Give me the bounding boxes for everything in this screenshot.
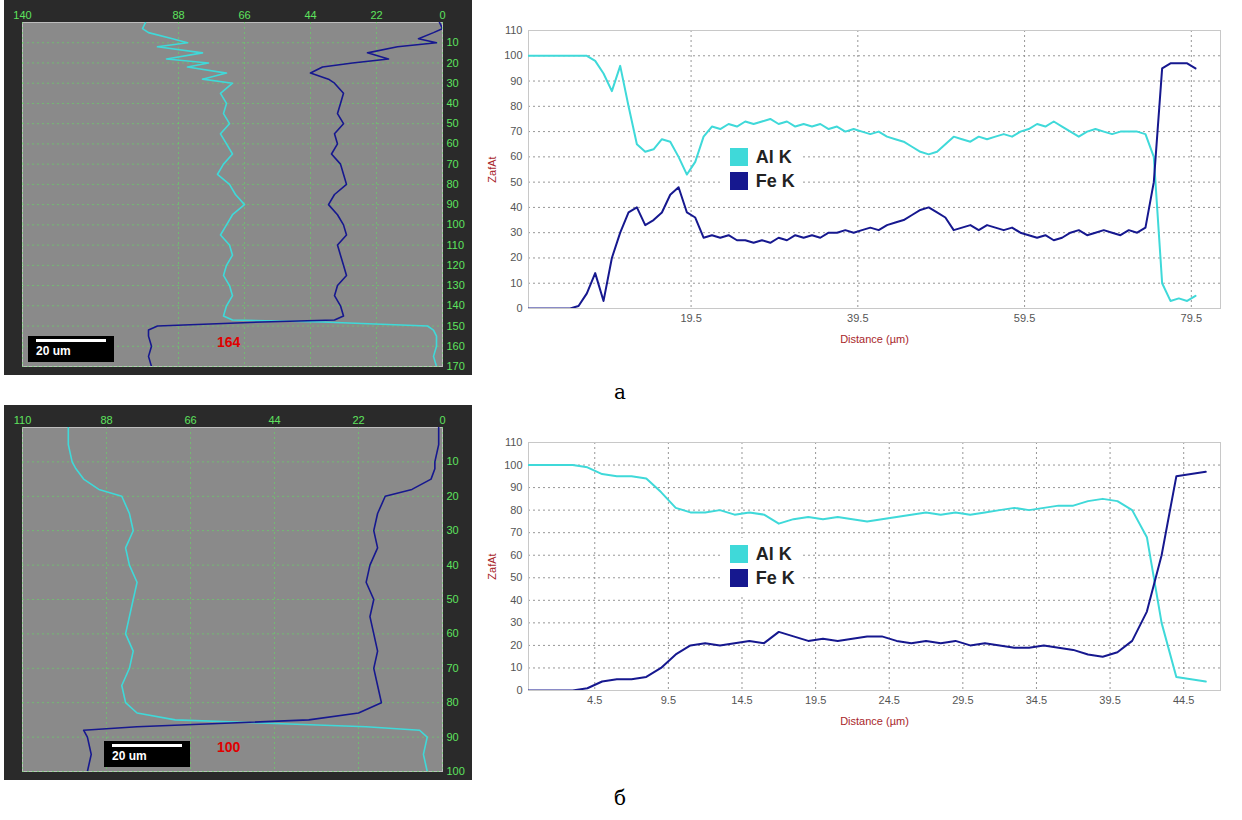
svg-text:110: 110 [505, 24, 523, 36]
svg-text:40: 40 [510, 201, 522, 213]
html-text:20 um: 20 um [112, 749, 147, 763]
svg-text:10: 10 [447, 455, 459, 467]
svg-text:150: 150 [447, 320, 465, 332]
svg-text:140: 140 [447, 299, 465, 311]
svg-text:39.5: 39.5 [1099, 694, 1120, 706]
svg-text:90: 90 [447, 198, 459, 210]
svg-text:30: 30 [510, 226, 522, 238]
svg-text:80: 80 [510, 100, 522, 112]
svg-text:79.5: 79.5 [1181, 312, 1202, 324]
svg-text:44.5: 44.5 [1173, 694, 1194, 706]
svg-text:60: 60 [510, 150, 522, 162]
svg-text:40: 40 [510, 594, 522, 606]
svg-text:59.5: 59.5 [1014, 312, 1035, 324]
html-text:б: б [614, 786, 626, 810]
svg-text:19.5: 19.5 [805, 694, 826, 706]
svg-text:50: 50 [447, 593, 459, 605]
svg-text:44: 44 [268, 414, 280, 426]
svg-text:80: 80 [510, 504, 522, 516]
svg-text:66: 66 [238, 9, 250, 21]
svg-text:30: 30 [510, 616, 522, 628]
svg-text:88: 88 [172, 9, 184, 21]
svg-text:34.5: 34.5 [1026, 694, 1047, 706]
svg-text:70: 70 [510, 125, 522, 137]
svg-text:160: 160 [447, 340, 465, 352]
svg-text:40: 40 [447, 97, 459, 109]
svg-text:0: 0 [516, 302, 522, 314]
svg-text:60: 60 [510, 549, 522, 561]
svg-text:14.5: 14.5 [731, 694, 752, 706]
svg-text:110: 110 [447, 239, 465, 251]
svg-text:40: 40 [447, 559, 459, 571]
svg-text:ZafAt: ZafAt [486, 553, 498, 579]
svg-text:80: 80 [447, 696, 459, 708]
svg-text:90: 90 [447, 731, 459, 743]
svg-text:66: 66 [184, 414, 196, 426]
svg-text:20: 20 [510, 251, 522, 263]
svg-text:100: 100 [504, 49, 522, 61]
svg-text:10: 10 [510, 277, 522, 289]
svg-text:50: 50 [510, 571, 522, 583]
svg-text:0: 0 [439, 414, 445, 426]
svg-text:110: 110 [505, 436, 523, 448]
svg-text:20: 20 [447, 490, 459, 502]
svg-text:0: 0 [516, 684, 522, 696]
svg-text:20: 20 [510, 639, 522, 651]
svg-text:19.5: 19.5 [680, 312, 701, 324]
svg-text:90: 90 [510, 75, 522, 87]
svg-text:30: 30 [447, 77, 459, 89]
svg-text:9.5: 9.5 [661, 694, 676, 706]
svg-text:70: 70 [447, 662, 459, 674]
svg-text:80: 80 [447, 178, 459, 190]
svg-text:39.5: 39.5 [847, 312, 868, 324]
html-text:20 um: 20 um [36, 344, 71, 358]
svg-text:22: 22 [352, 414, 364, 426]
svg-text:170: 170 [447, 360, 465, 372]
html-text:Fe K: Fe K [755, 170, 795, 191]
svg-text:100: 100 [504, 459, 522, 471]
svg-text:88: 88 [100, 414, 112, 426]
svg-text:Distance (µm): Distance (µm) [840, 333, 909, 345]
html-text:Fe K: Fe K [755, 567, 795, 588]
svg-text:Distance (µm): Distance (µm) [840, 715, 909, 727]
svg-text:100: 100 [447, 218, 465, 230]
svg-text:50: 50 [447, 117, 459, 129]
svg-text:0: 0 [439, 9, 445, 21]
svg-text:70: 70 [447, 158, 459, 170]
svg-text:110: 110 [14, 414, 32, 426]
svg-text:120: 120 [447, 259, 465, 271]
svg-text:50: 50 [510, 176, 522, 188]
svg-text:70: 70 [510, 526, 522, 538]
svg-text:140: 140 [13, 9, 31, 21]
svg-text:130: 130 [447, 279, 465, 291]
svg-text:10: 10 [447, 36, 459, 48]
svg-text:60: 60 [447, 627, 459, 639]
svg-text:30: 30 [447, 524, 459, 536]
html-text:164: 164 [217, 334, 241, 350]
svg-text:10: 10 [510, 661, 522, 673]
svg-text:4.5: 4.5 [587, 694, 602, 706]
svg-text:44: 44 [304, 9, 316, 21]
html-text:а: а [614, 380, 626, 404]
svg-text:22: 22 [370, 9, 382, 21]
svg-text:60: 60 [447, 137, 459, 149]
svg-text:29.5: 29.5 [952, 694, 973, 706]
html-text:Al K: Al K [755, 543, 792, 564]
svg-text:90: 90 [510, 481, 522, 493]
svg-text:20: 20 [447, 56, 459, 68]
svg-text:ZafAt: ZafAt [486, 156, 498, 182]
html-text:100: 100 [217, 739, 241, 755]
svg-text:24.5: 24.5 [879, 694, 900, 706]
html-text:Al K: Al K [755, 146, 792, 167]
svg-text:100: 100 [447, 765, 465, 777]
